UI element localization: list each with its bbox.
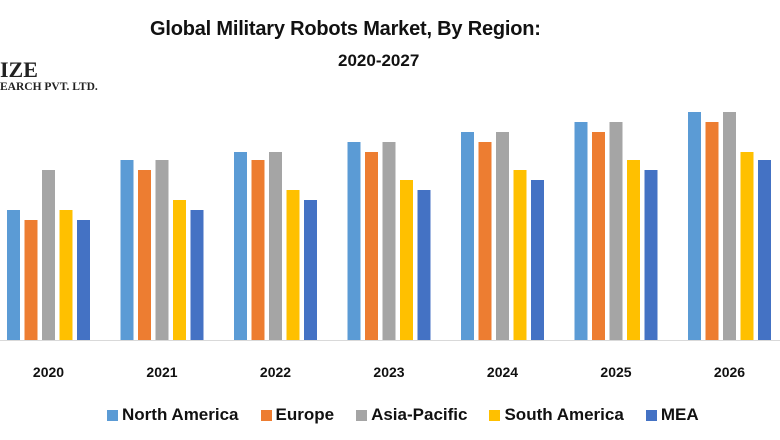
legend-item: North America [107,405,239,425]
x-tick-label: 2026 [714,364,745,380]
legend-label: Asia-Pacific [371,405,468,424]
legend-swatch [645,409,657,421]
legend-item: Asia-Pacific [356,405,467,425]
bar-europe-2026 [705,122,719,340]
x-tick-label: 2023 [373,364,404,380]
legend-label: MEA [660,405,699,424]
bar-mea-2023 [417,190,431,340]
logo-watermark-line2: EARCH PVT. LTD. [0,81,98,93]
x-tick-label: 2024 [487,364,518,380]
legend-label: North America [122,405,239,424]
bar-mea-2026 [758,160,771,340]
bar-north-america-2025 [574,122,588,340]
x-tick-label: 2022 [260,364,291,380]
bar-europe-2021 [138,170,151,340]
bar-south-america-2023 [400,180,413,340]
bar-mea-2022 [304,200,317,340]
bar-europe-2025 [592,132,605,340]
bar-north-america-2024 [461,132,474,340]
bar-north-america-2022 [234,152,247,340]
bar-south-america-2024 [513,170,527,340]
bar-north-america-2020 [7,210,20,340]
bar-asia-pacific-2021 [155,160,169,340]
bar-north-america-2026 [688,112,701,340]
bar-asia-pacific-2020 [42,170,55,340]
bar-asia-pacific-2026 [723,112,736,340]
bar-south-america-2026 [740,152,754,340]
legend-swatch [489,409,501,421]
bar-europe-2023 [365,152,378,340]
bar-asia-pacific-2024 [496,132,509,340]
legend-swatch [260,409,272,421]
legend-item: South America [489,405,624,425]
bar-north-america-2023 [347,142,361,340]
legend-label: South America [504,405,624,424]
bar-mea-2025 [644,170,658,340]
bar-mea-2020 [77,220,90,340]
bar-europe-2022 [251,160,265,340]
chart-title: Global Military Robots Market, By Region… [150,18,541,40]
legend-item: MEA [645,405,699,425]
legend-swatch [107,409,118,421]
bar-europe-2020 [24,220,38,340]
bar-south-america-2025 [627,160,640,340]
bar-asia-pacific-2022 [269,152,282,340]
legend: North America Europe Asia-Pacific South Ame… [107,405,721,425]
logo-watermark-line1: IZE [0,57,38,82]
bar-mea-2021 [190,210,204,340]
x-tick-label: 2020 [33,364,64,380]
x-tick-label: 2025 [600,364,631,380]
bar-asia-pacific-2023 [382,142,396,340]
bar-south-america-2020 [59,210,73,340]
legend-label: Europe [275,405,335,424]
bar-south-america-2021 [173,200,186,340]
bar-europe-2024 [478,142,492,340]
legend-item: Europe [260,405,335,425]
bar-mea-2024 [531,180,544,340]
legend-swatch [356,409,368,421]
x-tick-label: 2021 [146,364,177,380]
chart-subtitle: 2020-2027 [338,51,420,70]
bar-north-america-2021 [120,160,134,340]
bar-asia-pacific-2025 [609,122,623,340]
bar-south-america-2022 [286,190,300,340]
